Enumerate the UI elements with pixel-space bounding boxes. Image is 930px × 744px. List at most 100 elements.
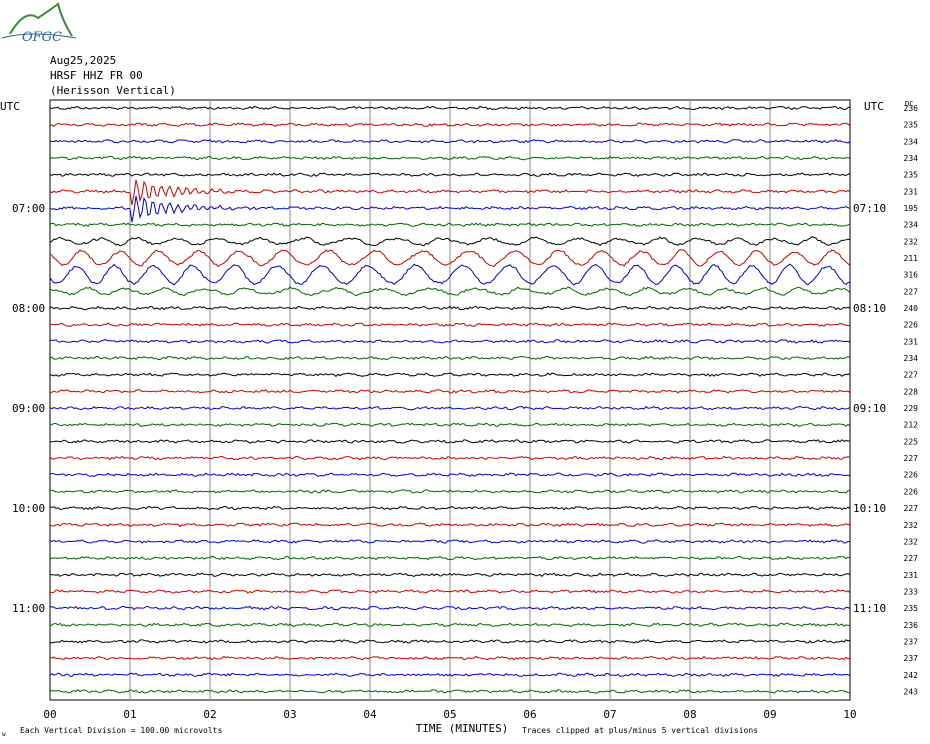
trace-line [49, 355, 851, 361]
left-time-label: 07:00 [12, 202, 45, 215]
trace-line [49, 555, 851, 561]
dc-offset-label: 195 [904, 204, 919, 213]
trace-line [49, 179, 851, 206]
trace-line [49, 455, 851, 461]
trace-line [49, 689, 851, 694]
dc-offset-label: 236 [904, 104, 919, 113]
x-tick-label: 00 [43, 708, 56, 721]
right-time-label: 08:10 [853, 302, 886, 315]
dc-offset-label: 231 [904, 187, 919, 196]
dc-offset-label: 232 [904, 537, 919, 546]
x-tick-label: 10 [843, 708, 856, 721]
x-tick-label: 08 [683, 708, 696, 721]
trace-line [49, 572, 851, 577]
x-tick-label: 03 [283, 708, 296, 721]
trace-line [49, 389, 851, 394]
dc-offset-label: 227 [904, 504, 919, 513]
dc-offset-label: 234 [904, 354, 919, 363]
trace-line [49, 622, 851, 627]
x-tick-label: 05 [443, 708, 456, 721]
dc-offset-label: 212 [904, 421, 919, 430]
x-tick-label: 07 [603, 708, 616, 721]
dc-offset-label: 237 [904, 654, 919, 663]
dc-offset-label: 227 [904, 554, 919, 563]
trace-line [49, 236, 851, 247]
trace-line [49, 655, 851, 661]
x-tick-label: 06 [523, 708, 536, 721]
dc-offset-label: 225 [904, 437, 919, 446]
left-time-label: 09:00 [12, 402, 45, 415]
dc-offset-label: 234 [904, 137, 919, 146]
trace-line [49, 539, 851, 544]
dc-offset-label: 316 [904, 271, 919, 280]
left-time-label: 11:00 [12, 602, 45, 615]
trace-line [49, 372, 851, 378]
right-time-label: 10:10 [853, 502, 886, 515]
left-utc-label: UTC [0, 100, 20, 113]
dc-offset-label: 226 [904, 487, 919, 496]
trace-line [49, 122, 851, 127]
labels: 236 235 234 234 235 231 195 234 232 211 316 227 240 2… [0, 100, 918, 738]
dc-offset-label: 233 [904, 587, 919, 596]
dc-offset-label: 227 [904, 454, 919, 463]
dc-offset-label: 234 [904, 154, 919, 163]
x-tick-label: 09 [763, 708, 776, 721]
dc-offset-label: 229 [904, 404, 919, 413]
trace-line [49, 589, 851, 594]
x-tick-label: 01 [123, 708, 136, 721]
dc-offset-label: 235 [904, 121, 919, 130]
chart-location: (Herisson Vertical) [50, 84, 176, 97]
x-tick-label: 04 [363, 708, 377, 721]
trace-line [49, 472, 851, 477]
trace-line [49, 489, 850, 494]
x-axis-label: TIME (MINUTES) [416, 722, 509, 735]
dc-offset-label: 243 [904, 687, 919, 696]
trace-line [49, 172, 851, 177]
left-time-label: 10:00 [12, 502, 45, 515]
trace-line [49, 439, 850, 444]
dc-offset-label: 228 [904, 387, 919, 396]
trace-line [49, 505, 851, 511]
dc-offset-label: 227 [904, 287, 919, 296]
trace-line [49, 155, 851, 161]
trace-line [50, 339, 851, 344]
right-time-label: 11:10 [853, 602, 886, 615]
trace-line [49, 605, 851, 611]
x-tick-label: 02 [203, 708, 216, 721]
right-time-label: 09:10 [853, 402, 886, 415]
trace-line [49, 263, 851, 286]
trace-line [49, 639, 851, 644]
dc-offset-label: 226 [904, 321, 919, 330]
dc-offset-label: 226 [904, 471, 919, 480]
trace-line [49, 405, 851, 411]
right-utc-label: UTC [864, 100, 884, 113]
dc-offset-label: 237 [904, 637, 919, 646]
chart-station: HRSF HHZ FR 00 [50, 69, 143, 82]
chart-date: Aug25,2025 [50, 54, 117, 67]
dc-offset-label: 231 [904, 337, 919, 346]
dc-offset-label: 234 [904, 221, 919, 230]
right-time-label: 07:10 [853, 202, 886, 215]
dc-offset-label: 235 [904, 604, 919, 613]
trace-line [49, 222, 851, 227]
trace-line [49, 195, 851, 223]
dc-offset-label: 242 [904, 671, 919, 680]
logo-text: OFGC [22, 30, 62, 45]
dc-header-label: DC [905, 100, 913, 108]
ofgc-logo: OFGC [1, 2, 77, 45]
footer-clip-note: Traces clipped at plus/minus 5 vertical … [522, 726, 758, 735]
trace-line [49, 522, 851, 528]
dc-offset-label: 235 [904, 171, 919, 180]
dc-offset-label: 236 [904, 621, 919, 630]
left-time-label: 08:00 [12, 302, 45, 315]
trace-line [49, 249, 851, 268]
trace-line [49, 322, 851, 327]
dc-offset-label: 227 [904, 371, 919, 380]
dc-offset-label: 232 [904, 237, 919, 246]
footer-mark: w [2, 731, 6, 738]
logo-mountain-shape [9, 2, 73, 37]
footer-scale-note: Each Vertical Division = 100.00 microvol… [20, 726, 222, 735]
dc-offset-label: 211 [904, 254, 919, 263]
trace-line [49, 305, 851, 311]
